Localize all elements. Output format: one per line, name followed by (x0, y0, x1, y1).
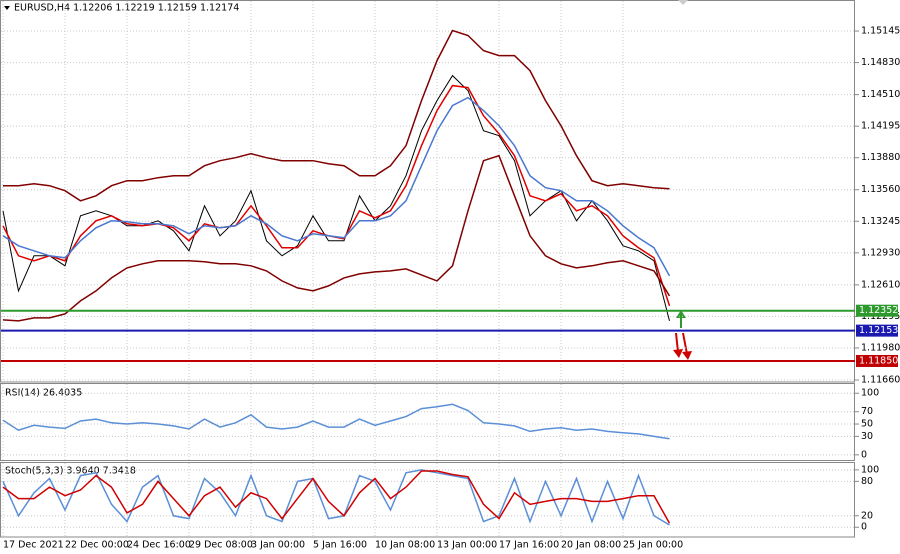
level-label: 1.12352 (859, 305, 898, 316)
y-tick-label: 0 (861, 522, 867, 533)
x-tick-label: 24 Dec 16:00 (127, 540, 191, 551)
y-tick-label: 1.12930 (861, 247, 900, 258)
rsi-panel (0, 383, 855, 461)
level-label: 1.12153 (859, 325, 898, 336)
y-tick-label: 1.13245 (861, 216, 900, 227)
y-tick-label: 1.11660 (861, 374, 900, 385)
series-line (2, 470, 671, 524)
x-tick-label: 3 Jan 00:00 (251, 540, 305, 551)
y-tick-label: 1.14195 (861, 121, 900, 132)
price-panel (0, 0, 855, 383)
y-tick-label: 100 (861, 464, 879, 475)
y-tick-label: 20 (861, 510, 873, 521)
y-tick-label: 1.15145 (861, 26, 900, 37)
y-tick-label: 1.14510 (861, 89, 900, 100)
series-line (2, 469, 670, 526)
x-tick-label: 5 Jan 16:00 (313, 540, 367, 551)
y-tick-label: 1.13560 (861, 184, 900, 195)
x-tick-label: 10 Jan 08:00 (375, 540, 435, 551)
stoch-title: Stoch(5,3,3) 3.9640 7.3418 (5, 466, 136, 477)
x-tick-label: 20 Jan 08:00 (561, 540, 621, 551)
series-line (3, 29, 670, 202)
y-tick-label: 0 (861, 449, 867, 460)
signal-arrows (673, 310, 692, 360)
scroll-marker (678, 0, 688, 5)
y-tick-label: 1.11980 (861, 342, 900, 353)
x-tick-label: 29 Dec 08:00 (189, 540, 253, 551)
y-tick-label: 100 (861, 388, 879, 399)
x-tick-label: 22 Dec 00:00 (65, 540, 129, 551)
y-tick-label: 30 (861, 431, 873, 442)
y-tick-label: 50 (861, 419, 873, 430)
series-line (2, 96, 671, 277)
x-tick-label: 13 Jan 00:00 (437, 540, 497, 551)
stoch-panel (0, 462, 855, 538)
menu-arrow[interactable] (4, 6, 10, 10)
x-tick-label: 17 Dec 2021 (3, 540, 64, 551)
series-line (2, 154, 671, 322)
y-tick-label: 80 (861, 476, 873, 487)
x-tick-label: 17 Jan 16:00 (499, 540, 559, 551)
y-tick-label: 1.14830 (861, 57, 900, 68)
y-tick-label: 1.12610 (861, 279, 900, 290)
level-label-box (856, 354, 898, 367)
y-tick-label: 70 (861, 406, 873, 417)
y-tick-label: 1.13880 (861, 152, 900, 163)
level-label-box (856, 324, 898, 337)
series-line (2, 403, 670, 440)
level-label-box (856, 304, 898, 317)
x-tick-label: 25 Jan 00:00 (623, 540, 683, 551)
level-label: 1.11850 (859, 355, 898, 366)
